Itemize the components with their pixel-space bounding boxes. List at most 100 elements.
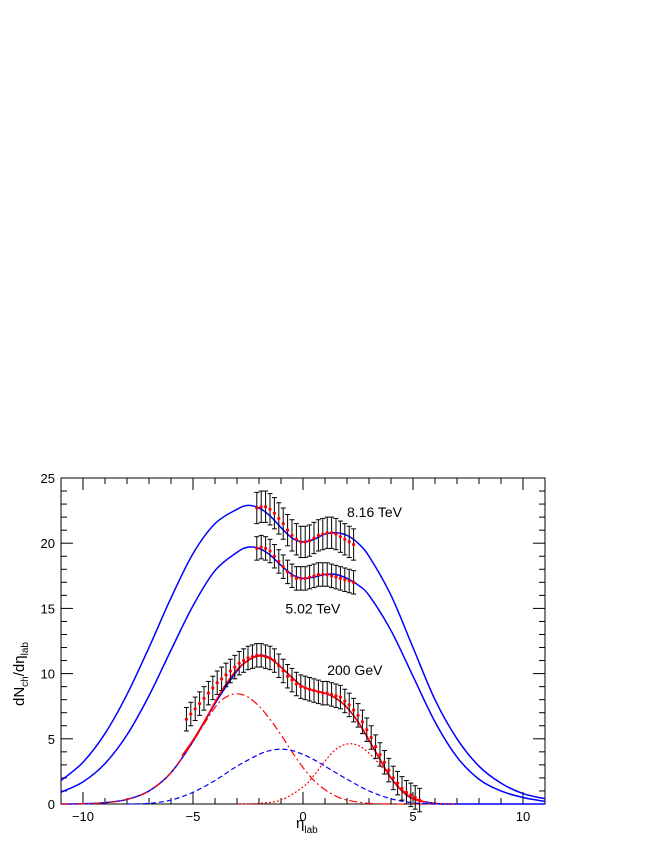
series-line-5 bbox=[126, 748, 458, 805]
tick-labels: −10 −5 0 5 10 0 5 10 15 20 25 bbox=[41, 471, 531, 824]
data-point-2 bbox=[228, 669, 232, 673]
data-point-2 bbox=[281, 669, 285, 673]
data-point-2 bbox=[330, 692, 334, 697]
data-point-1 bbox=[277, 559, 281, 564]
data-point-1 bbox=[299, 576, 303, 581]
data-point-1 bbox=[347, 579, 351, 583]
data-point-1 bbox=[303, 576, 307, 581]
data-point-1 bbox=[325, 572, 329, 577]
energy-annotation: 8.16 TeV bbox=[347, 504, 403, 520]
data-point-0 bbox=[303, 540, 307, 544]
data-point-0 bbox=[281, 522, 285, 526]
data-point-2 bbox=[391, 776, 395, 780]
data-point-2 bbox=[290, 678, 294, 682]
series-line-3 bbox=[181, 655, 425, 803]
data-point-1 bbox=[343, 578, 347, 582]
data-point-1 bbox=[281, 565, 285, 569]
data-point-1 bbox=[272, 554, 276, 558]
data-point-1 bbox=[308, 575, 312, 579]
data-point-2 bbox=[382, 760, 386, 764]
data-point-2 bbox=[413, 795, 417, 800]
series-line-6 bbox=[236, 743, 458, 805]
data-point-1 bbox=[290, 574, 294, 578]
data-point-2 bbox=[352, 708, 356, 712]
error-bars bbox=[183, 490, 423, 813]
data-point-1 bbox=[338, 576, 342, 581]
data-point-2 bbox=[312, 688, 316, 693]
data-point-0 bbox=[347, 540, 351, 544]
data-point-2 bbox=[334, 694, 338, 698]
data-point-0 bbox=[264, 505, 268, 509]
data-point-2 bbox=[400, 786, 404, 790]
x-tick-label: −10 bbox=[72, 809, 94, 824]
data-point-2 bbox=[246, 656, 250, 660]
data-point-2 bbox=[193, 707, 197, 711]
data-point-0 bbox=[325, 531, 329, 535]
data-point-1 bbox=[330, 574, 334, 578]
data-point-0 bbox=[290, 533, 294, 537]
data-point-2 bbox=[343, 699, 347, 703]
data-point-0 bbox=[343, 537, 347, 541]
data-point-2 bbox=[387, 768, 391, 772]
energy-annotation: 5.02 TeV bbox=[285, 601, 341, 617]
data-point-2 bbox=[409, 793, 413, 797]
data-point-2 bbox=[404, 790, 408, 794]
data-point-2 bbox=[242, 658, 246, 663]
data-point-2 bbox=[321, 691, 325, 695]
data-point-0 bbox=[299, 540, 303, 544]
data-point-0 bbox=[338, 535, 342, 539]
x-tick-label: −5 bbox=[186, 809, 201, 824]
data-point-2 bbox=[374, 745, 378, 749]
y-axis-label-d: dN bbox=[11, 687, 28, 706]
data-point-2 bbox=[338, 695, 342, 699]
data-point-2 bbox=[369, 735, 373, 740]
data-point-0 bbox=[277, 516, 281, 521]
data-point-2 bbox=[378, 752, 382, 757]
data-point-2 bbox=[294, 682, 298, 686]
data-point-2 bbox=[184, 717, 188, 721]
y-tick-label: 20 bbox=[41, 536, 55, 551]
data-point-2 bbox=[233, 665, 237, 669]
data-point-2 bbox=[325, 691, 329, 695]
y-tick-label: 5 bbox=[48, 732, 55, 747]
y-axis-label-sub2: lab bbox=[20, 642, 31, 656]
data-point-2 bbox=[277, 664, 281, 668]
data-point-2 bbox=[347, 703, 351, 707]
y-axis-label-mid: /dη bbox=[11, 655, 28, 676]
data-point-2 bbox=[206, 691, 210, 695]
y-tick-label: 0 bbox=[48, 797, 55, 812]
annotations: 8.16 TeV 5.02 TeV 200 GeV bbox=[285, 504, 402, 678]
data-point-1 bbox=[312, 574, 316, 578]
plot-frame bbox=[60, 477, 546, 805]
data-point-1 bbox=[264, 546, 268, 551]
series-line-0 bbox=[60, 504, 546, 800]
data-point-2 bbox=[286, 674, 290, 678]
energy-annotation: 200 GeV bbox=[327, 662, 383, 678]
y-tick-label: 15 bbox=[41, 601, 55, 616]
data-point-2 bbox=[202, 696, 206, 700]
data-points bbox=[184, 505, 422, 802]
axis-ticks bbox=[60, 477, 546, 805]
data-point-0 bbox=[334, 532, 338, 536]
data-point-2 bbox=[215, 681, 219, 685]
y-tick-label: 25 bbox=[41, 471, 55, 486]
x-tick-label: 5 bbox=[409, 809, 416, 824]
series-lines bbox=[60, 504, 546, 805]
data-point-0 bbox=[330, 531, 334, 535]
data-point-1 bbox=[255, 546, 259, 551]
data-point-2 bbox=[198, 701, 202, 706]
data-point-2 bbox=[316, 690, 320, 694]
data-point-2 bbox=[259, 653, 263, 657]
data-point-2 bbox=[220, 677, 224, 681]
data-point-2 bbox=[268, 656, 272, 660]
data-point-0 bbox=[268, 507, 272, 511]
data-point-2 bbox=[237, 661, 241, 665]
x-axis-label-sub: lab bbox=[304, 825, 318, 836]
data-point-1 bbox=[316, 572, 320, 577]
data-point-0 bbox=[294, 537, 298, 541]
data-point-1 bbox=[259, 545, 263, 549]
data-point-2 bbox=[299, 685, 303, 689]
data-point-2 bbox=[211, 686, 215, 690]
data-point-0 bbox=[308, 538, 312, 543]
